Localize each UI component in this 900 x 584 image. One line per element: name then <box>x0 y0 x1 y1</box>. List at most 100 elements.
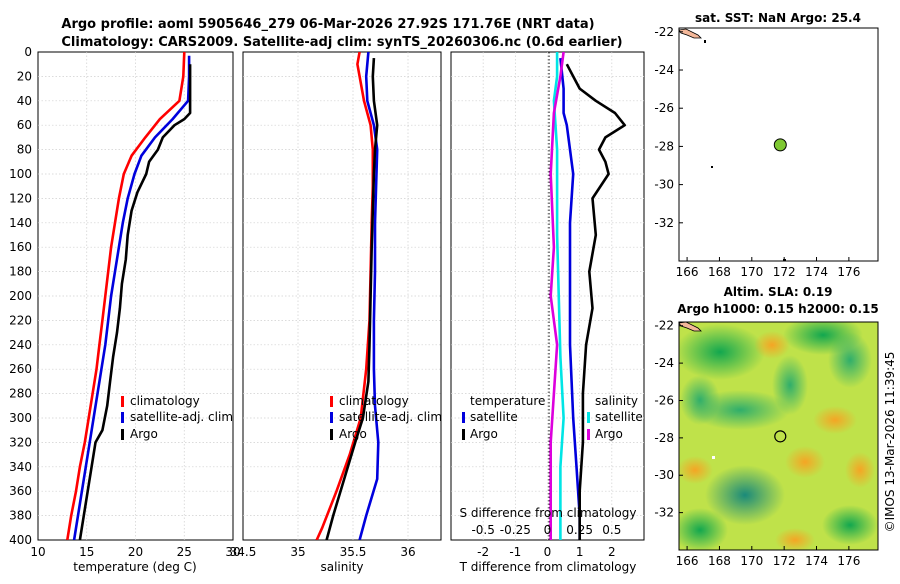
x-tick-label: 35.5 <box>340 545 367 559</box>
small-island <box>704 40 706 43</box>
temperature-xlabel: temperature (deg C) <box>73 560 196 574</box>
map-y-tick-label: -32 <box>654 216 674 230</box>
difference-salinity-legend: salinity satellite Argo <box>587 394 643 441</box>
series-line-argo <box>78 64 192 540</box>
depth-tick-label: 200 <box>9 289 32 303</box>
difference-grid <box>451 52 644 540</box>
temperature-lines <box>66 52 192 540</box>
map-y-tick-label: -24 <box>654 63 674 77</box>
salinity-legend: climatology satellite-adj. clim Argo <box>330 394 442 441</box>
sla-low-anomaly <box>679 324 765 380</box>
temperature-panel: 10 15 20 25 30 0 20 40 60 80 100 120 140 160 180 200 22… <box>9 45 241 574</box>
argo-position-marker <box>773 138 787 152</box>
altimetry-map-frame <box>678 321 879 551</box>
figure-title-line2: Climatology: CARS2009. Satellite-adj cli… <box>61 35 622 50</box>
map-y-tick-label: -30 <box>654 178 674 192</box>
map-x-tick-label: 166 <box>676 265 699 279</box>
depth-tick-label: 160 <box>9 240 32 254</box>
legend-s-argo-swatch <box>587 429 590 440</box>
depth-tick-label: 80 <box>17 143 32 157</box>
x-tick-label: 20 <box>128 545 143 559</box>
sla-low-anomaly <box>822 505 878 545</box>
map-y-tick-label: -22 <box>654 25 674 39</box>
map-x-tick-label: 174 <box>805 265 828 279</box>
depth-tick-label: 380 <box>9 509 32 523</box>
figure-title-line1: Argo profile: aoml 5905646_279 06-Mar-20… <box>61 17 594 32</box>
sla-high-anomaly <box>845 452 875 488</box>
sla-low-anomaly <box>680 375 720 425</box>
difference-panel: -2 -1 0 1 2 -0.5 -0.25 0 0.25 0.5 S difference f… <box>450 51 645 574</box>
legend-s-satellite-swatch <box>587 412 590 423</box>
legend-argo-label: Argo <box>339 427 367 441</box>
map-x-tick-label: 168 <box>708 265 731 279</box>
legend-climatology-swatch <box>330 396 333 407</box>
depth-tick-label: 20 <box>17 69 32 83</box>
salinity-tick-labels: 34.5 35 35.5 36 <box>230 545 416 559</box>
series-line-s-satellite <box>552 52 565 540</box>
legend-satellite-label: satellite-adj. clim <box>339 410 442 424</box>
x-tick-label: 1 <box>576 545 584 559</box>
map-y-tick-label: -28 <box>654 431 674 445</box>
map-y-tick-label: -24 <box>654 356 674 370</box>
legend-satellite-swatch <box>330 412 333 423</box>
sla-field <box>679 322 878 550</box>
map-x-tick-label: 172 <box>773 265 796 279</box>
depth-tick-label: 400 <box>9 533 32 547</box>
difference-lines <box>549 52 627 540</box>
map-x-tick-label: 174 <box>805 554 828 568</box>
sla-high-anomaly <box>785 446 825 478</box>
s-tick-label: -0.5 <box>471 523 494 537</box>
legend-climatology-label: climatology <box>339 394 409 408</box>
difference-tick-labels: -2 -1 0 1 2 <box>477 545 615 559</box>
map-x-tick-label: 166 <box>676 554 699 568</box>
sla-low-anomaly <box>679 508 728 550</box>
x-tick-label: 2 <box>608 545 616 559</box>
series-line-t-satellite <box>559 57 582 540</box>
small-island <box>711 166 713 168</box>
difference-temperature-legend: temperature satellite Argo <box>462 394 545 441</box>
depth-tick-label: 40 <box>17 94 32 108</box>
sla-low-anomaly <box>772 355 808 415</box>
sla-high-anomaly <box>679 456 713 484</box>
x-tick-label: -1 <box>509 545 521 559</box>
map-y-tick-label: -30 <box>654 468 674 482</box>
map-y-tick-label: -26 <box>654 101 674 115</box>
sla-high-anomaly <box>775 528 815 550</box>
depth-tick-label: 180 <box>9 265 32 279</box>
salinity-grid <box>243 52 441 540</box>
depth-tick-label: 0 <box>24 45 32 59</box>
s-tick-label: -0.25 <box>500 523 531 537</box>
series-line-satellite-adj-clim <box>72 55 191 540</box>
s-difference-tick-labels: -0.5 -0.25 0 0.25 0.5 <box>471 523 621 537</box>
legend-t-satellite-label: satellite <box>470 410 518 424</box>
sst-map-ticks: 166 168 170 172 174 176 -22 -24 -26 -28 -30 -32 <box>654 25 860 279</box>
legend-climatology-label: climatology <box>130 394 200 408</box>
legend-argo-label: Argo <box>130 427 158 441</box>
depth-tick-label: 340 <box>9 460 32 474</box>
legend-temperature-title: temperature <box>470 394 545 408</box>
depth-tick-labels: 0 20 40 60 80 100 120 140 160 180 200 220 240 260 280 3… <box>9 45 32 547</box>
altimetry-map-title-line1: Altim. SLA: 0.19 <box>724 285 833 299</box>
depth-tick-label: 280 <box>9 387 32 401</box>
argo-position-marker <box>774 430 787 443</box>
s-difference-xlabel: S difference from climatology <box>460 506 637 520</box>
salinity-panel: 34.5 35 35.5 36 salinity climatology satell… <box>230 51 442 574</box>
map-x-tick-label: 170 <box>740 554 763 568</box>
legend-satellite-label: satellite-adj. clim <box>130 410 233 424</box>
sst-map: sat. SST: NaN Argo: 25.4 166 168 170 172 174… <box>654 11 879 279</box>
x-tick-label: 30 <box>225 545 240 559</box>
series-line-s-argo <box>549 52 565 540</box>
x-tick-label: 25 <box>177 545 192 559</box>
new-caledonia-land <box>678 28 702 39</box>
temperature-tick-labels: 10 15 20 25 30 <box>30 545 240 559</box>
map-x-tick-label: 176 <box>837 265 860 279</box>
map-y-tick-label: -32 <box>654 506 674 520</box>
sla-low-anomaly <box>828 332 872 388</box>
depth-tick-label: 320 <box>9 435 32 449</box>
x-tick-label: 36 <box>400 545 415 559</box>
altimetry-map-title-line2: Argo h1000: 0.15 h2000: 0.15 <box>677 302 878 316</box>
s-tick-label: 0.25 <box>566 523 593 537</box>
new-caledonia-land <box>678 321 702 332</box>
x-tick-label: 15 <box>79 545 94 559</box>
